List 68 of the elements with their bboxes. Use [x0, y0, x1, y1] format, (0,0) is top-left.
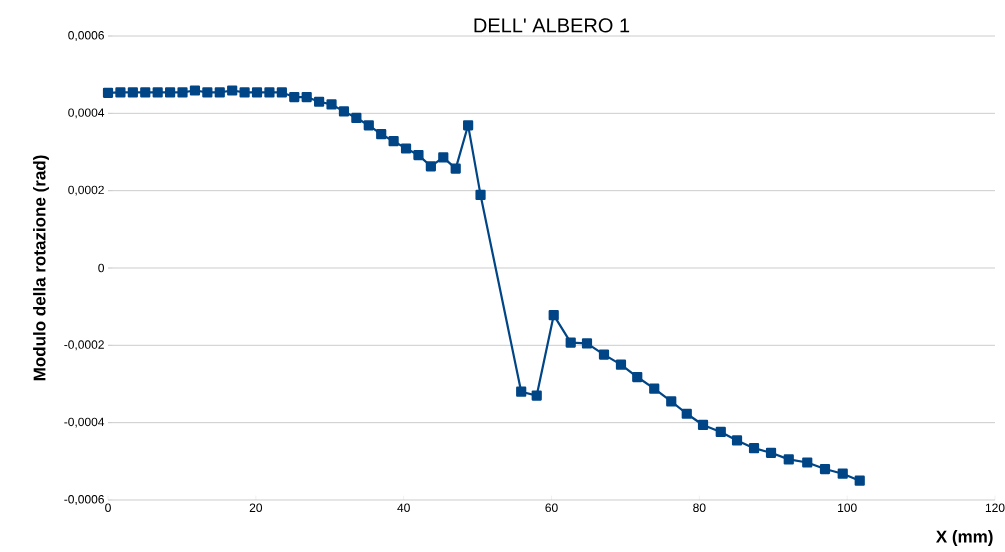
point: [783, 454, 794, 465]
point: [251, 87, 263, 98]
point: [615, 359, 627, 370]
point: [289, 91, 300, 103]
point: [140, 87, 151, 98]
point: [388, 136, 399, 147]
point: [326, 99, 337, 110]
point: [548, 310, 559, 321]
y-tick-label: 0: [98, 263, 105, 273]
point: [413, 149, 424, 161]
point: [649, 383, 660, 394]
point: [351, 112, 362, 124]
point: [666, 396, 677, 407]
point: [127, 87, 138, 98]
x-tick-label: 60: [545, 503, 558, 513]
point: [837, 468, 848, 479]
point: [715, 426, 726, 438]
point: [276, 87, 287, 98]
y-tick-label: 0,0004: [68, 108, 105, 119]
x-axis-title: X (mm): [936, 530, 993, 546]
point: [819, 463, 831, 475]
point: [802, 457, 813, 468]
point: [363, 120, 374, 131]
point: [516, 386, 527, 397]
point: [152, 87, 163, 98]
y-tick-label: 0,0002: [68, 185, 104, 196]
point: [425, 161, 436, 172]
point: [214, 87, 225, 98]
point: [475, 189, 486, 201]
point: [731, 435, 743, 446]
point: [189, 85, 201, 96]
point: [264, 87, 275, 98]
point: [102, 87, 114, 98]
x-tick-label: 120: [985, 503, 1005, 513]
x-tick-label: 40: [397, 503, 410, 513]
point: [202, 87, 213, 98]
point: [438, 152, 449, 163]
chart-title: DELL' ALBERO 1: [474, 18, 630, 33]
x-tick-label: 20: [249, 503, 263, 513]
point: [301, 91, 312, 103]
point: [338, 106, 350, 117]
point: [314, 96, 325, 107]
point: [632, 371, 643, 383]
x-tick-label: 80: [693, 503, 706, 513]
point: [565, 337, 576, 348]
point: [854, 475, 865, 486]
y-tick-label: -0,0002: [64, 340, 104, 351]
y-tick-label: -0,0004: [64, 417, 105, 428]
x-tick-label: 100: [838, 503, 857, 513]
point: [598, 349, 610, 360]
point: [400, 143, 412, 154]
point: [376, 129, 387, 140]
point: [463, 120, 474, 131]
point: [748, 443, 760, 454]
point: [697, 419, 709, 431]
y-axis-title: Modulo della rotazione (rad): [33, 155, 49, 381]
point: [177, 87, 188, 98]
point: [531, 390, 542, 401]
point: [581, 338, 593, 349]
y-tick-label: 0,0006: [68, 31, 104, 41]
point: [239, 87, 250, 98]
point: [115, 87, 126, 98]
point: [681, 408, 692, 419]
point: [450, 163, 461, 174]
y-tick-label: -0,0006: [64, 495, 104, 505]
point: [765, 447, 777, 458]
point: [165, 87, 176, 98]
point: [227, 85, 238, 96]
